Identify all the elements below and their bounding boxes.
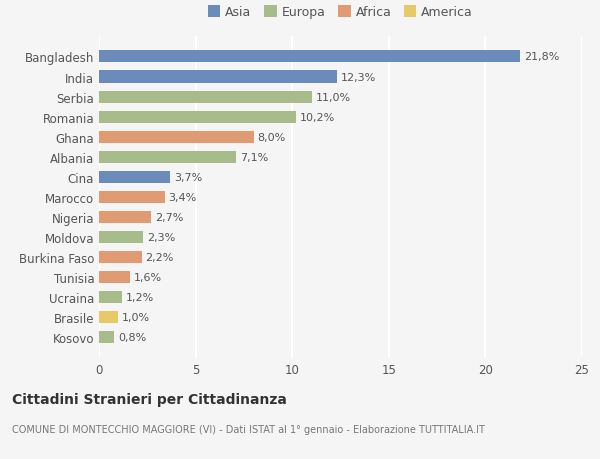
Text: 3,7%: 3,7% — [175, 173, 203, 182]
Bar — [99, 212, 151, 224]
Text: 2,3%: 2,3% — [148, 232, 176, 242]
Text: 3,4%: 3,4% — [169, 192, 197, 202]
Text: COMUNE DI MONTECCHIO MAGGIORE (VI) - Dati ISTAT al 1° gennaio - Elaborazione TUT: COMUNE DI MONTECCHIO MAGGIORE (VI) - Dat… — [12, 425, 485, 435]
Text: 8,0%: 8,0% — [257, 132, 286, 142]
Bar — [99, 91, 311, 103]
Text: 7,1%: 7,1% — [240, 152, 268, 162]
Bar — [99, 291, 122, 303]
Text: Cittadini Stranieri per Cittadinanza: Cittadini Stranieri per Cittadinanza — [12, 392, 287, 406]
Bar — [99, 311, 118, 324]
Bar — [99, 331, 115, 343]
Text: 21,8%: 21,8% — [524, 52, 559, 62]
Bar — [99, 71, 337, 84]
Bar — [99, 191, 164, 203]
Bar — [99, 252, 142, 263]
Text: 11,0%: 11,0% — [316, 92, 350, 102]
Bar — [99, 131, 254, 143]
Bar — [99, 51, 520, 63]
Bar — [99, 171, 170, 183]
Bar — [99, 112, 296, 123]
Text: 0,8%: 0,8% — [118, 332, 146, 342]
Bar — [99, 231, 143, 243]
Bar — [99, 151, 236, 163]
Legend: Asia, Europa, Africa, America: Asia, Europa, Africa, America — [203, 1, 478, 24]
Text: 1,2%: 1,2% — [126, 292, 154, 302]
Text: 1,0%: 1,0% — [122, 313, 151, 322]
Text: 2,7%: 2,7% — [155, 213, 184, 222]
Bar — [99, 271, 130, 283]
Text: 10,2%: 10,2% — [300, 112, 335, 123]
Text: 2,2%: 2,2% — [145, 252, 174, 263]
Text: 12,3%: 12,3% — [341, 73, 376, 82]
Text: 1,6%: 1,6% — [134, 272, 162, 282]
